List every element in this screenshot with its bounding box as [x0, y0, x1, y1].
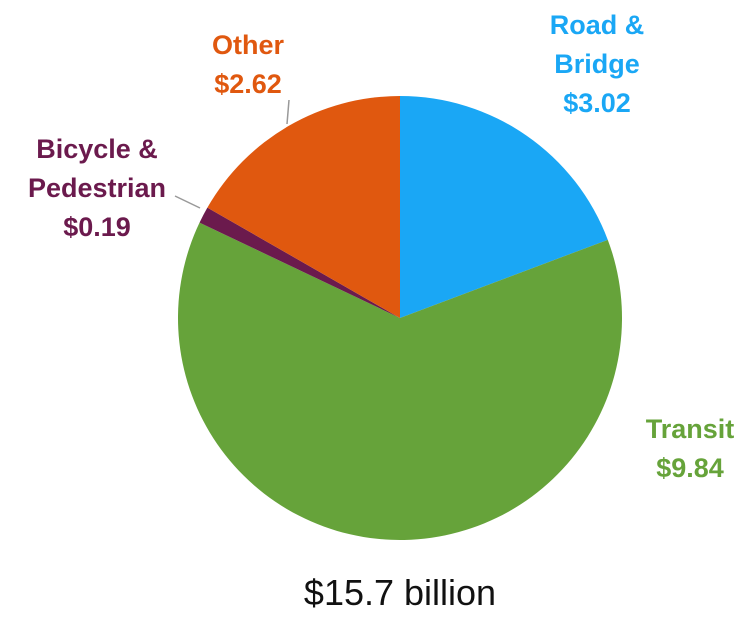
pie-slice: [207, 95, 400, 318]
slice-label: Transit $9.84: [620, 410, 747, 488]
value-label: $9.84: [656, 453, 724, 483]
category-label: Road & Bridge: [549, 10, 645, 79]
leader-line: [174, 195, 201, 209]
value-label: $0.19: [63, 212, 131, 242]
pie-slice: [400, 96, 608, 318]
pie-slice: [177, 222, 623, 541]
slice-label: Road & Bridge $3.02: [532, 6, 662, 123]
value-label: $3.02: [563, 88, 631, 118]
value-label: $2.62: [214, 69, 282, 99]
slice-label: Bicycle & Pedestrian $0.19: [7, 130, 187, 247]
total-annotation: $15.7 billion: [303, 572, 497, 613]
category-label: Other: [211, 30, 284, 60]
leader-line: [286, 99, 290, 125]
category-label: Transit: [645, 414, 735, 444]
pie-slice: [199, 207, 400, 318]
category-label: Bicycle & Pedestrian: [27, 134, 167, 203]
slice-label: Other $2.62: [178, 26, 318, 104]
